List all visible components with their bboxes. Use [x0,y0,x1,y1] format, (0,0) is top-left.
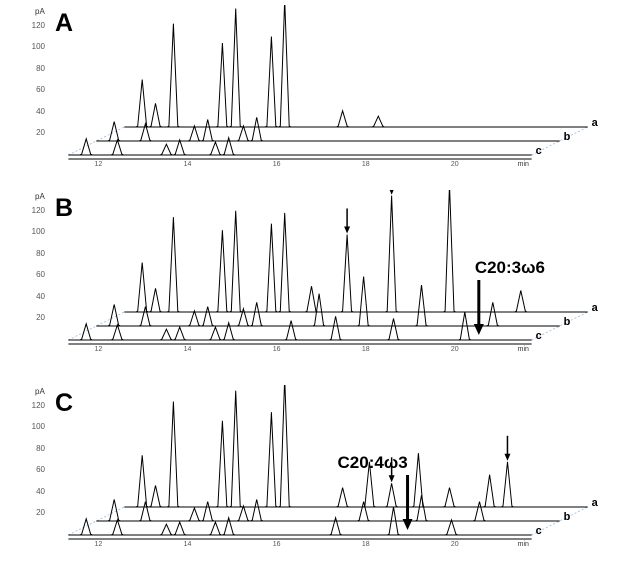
trace-label-b: b [564,511,571,523]
trace-label-a: a [592,302,598,314]
y-tick: 120 [29,401,45,410]
y-tick: 60 [29,85,45,94]
x-tick: 16 [273,541,281,548]
panel-letter-C: C [55,389,73,418]
panel-letter-A: A [55,9,73,38]
panel-B: BpA204060801001201214161820minabcC20:3ω6 [25,190,605,365]
y-tick: 80 [29,64,45,73]
x-tick: 18 [362,161,370,168]
y-tick: 20 [29,313,45,322]
y-tick: 100 [29,422,45,431]
x-tick: 12 [95,346,103,353]
x-tick: 20 [451,541,459,548]
peak-annotation-B: C20:3ω6 [475,258,545,278]
chromatogram-svg-C [25,385,605,560]
y-tick: 20 [29,128,45,137]
x-tick: 12 [95,541,103,548]
x-tick: 16 [273,346,281,353]
x-tick: 20 [451,161,459,168]
x-axis-unit: min [518,541,529,548]
panel-letter-B: B [55,194,73,223]
x-tick: 18 [362,346,370,353]
y-tick: 40 [29,487,45,496]
trace-label-b: b [564,131,571,143]
x-tick: 12 [95,161,103,168]
x-tick: 18 [362,541,370,548]
x-tick: 20 [451,346,459,353]
trace-label-a: a [592,497,598,509]
x-axis-unit: min [518,161,529,168]
x-tick: 16 [273,161,281,168]
y-tick: 60 [29,465,45,474]
y-tick: 40 [29,292,45,301]
y-tick: 80 [29,249,45,258]
y-tick: 100 [29,42,45,51]
y-tick: 60 [29,270,45,279]
trace-label-a: a [592,117,598,129]
y-tick: 100 [29,227,45,236]
x-tick: 14 [184,541,192,548]
panel-C: CpA204060801001201214161820minabcC20:4ω3 [25,385,605,560]
panel-A: ApA204060801001201214161820minabc [25,5,605,170]
trace-label-b: b [564,316,571,328]
y-tick: 80 [29,444,45,453]
x-tick: 14 [184,161,192,168]
peak-annotation-C: C20:4ω3 [338,453,408,473]
x-tick: 14 [184,346,192,353]
y-tick: 120 [29,21,45,30]
chromatogram-svg-A [25,5,605,170]
y-tick: 40 [29,107,45,116]
x-axis-unit: min [518,346,529,353]
trace-label-c: c [536,145,542,157]
y-tick: 20 [29,508,45,517]
trace-label-c: c [536,525,542,537]
trace-label-c: c [536,330,542,342]
y-tick: 120 [29,206,45,215]
